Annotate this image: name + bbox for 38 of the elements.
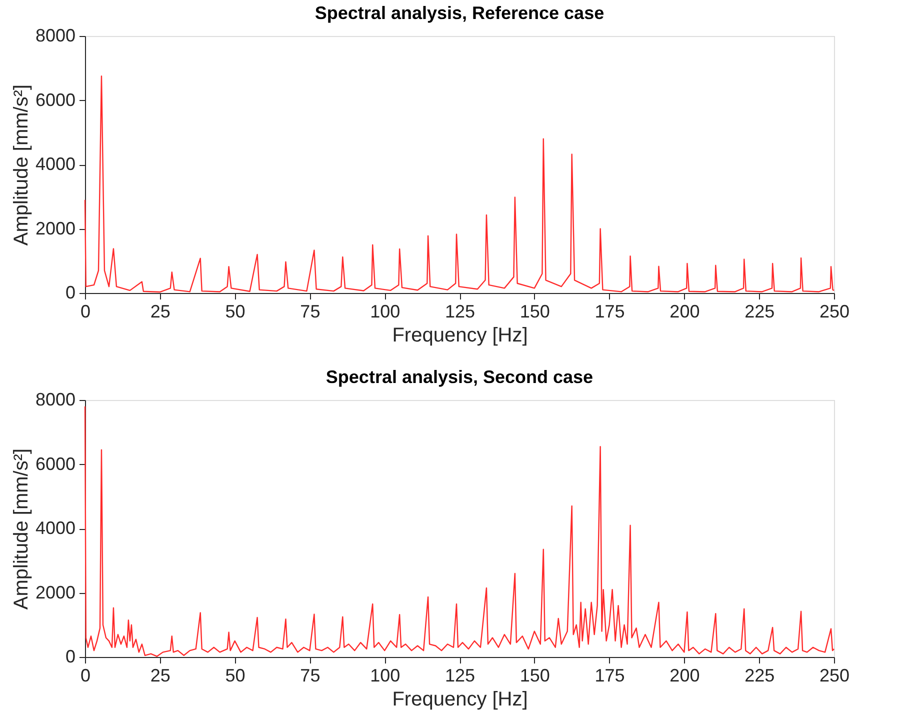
y-axis-title: Amplitude [mm/s²] [10, 84, 32, 246]
chart-title: Spectral analysis, Second case [326, 367, 594, 387]
x-tick-label: 25 [150, 666, 170, 686]
x-tick-label: 125 [444, 666, 476, 686]
y-tick-label: 4000 [35, 154, 76, 174]
x-tick-label: 0 [80, 302, 91, 322]
x-tick-label: 250 [819, 302, 850, 322]
y-tick-label: 2000 [35, 218, 76, 238]
y-tick-label: 0 [65, 646, 76, 666]
x-tick-label: 25 [150, 302, 170, 322]
x-tick-label: 150 [520, 666, 550, 686]
x-tick-label: 125 [444, 302, 476, 322]
chart-title: Spectral analysis, Reference case [314, 3, 604, 23]
x-tick-label: 50 [225, 302, 246, 322]
x-axis-title: Frequency [Hz] [392, 324, 528, 346]
y-tick-label: 8000 [35, 26, 76, 46]
y-tick-label: 8000 [35, 390, 76, 410]
x-tick-label: 75 [300, 302, 320, 322]
x-axis-title: Frequency [Hz] [392, 688, 528, 710]
x-tick-label: 150 [520, 302, 550, 322]
x-tick-label: 225 [744, 302, 775, 322]
y-tick-label: 6000 [35, 90, 76, 110]
x-tick-label: 100 [370, 666, 400, 686]
y-tick-label: 2000 [35, 582, 76, 602]
y-axis-title: Amplitude [mm/s²] [10, 448, 32, 610]
x-tick-label: 175 [594, 302, 625, 322]
x-tick-label: 50 [225, 666, 246, 686]
y-tick-label: 0 [65, 282, 76, 302]
y-tick-label: 6000 [35, 454, 76, 474]
x-tick-label: 100 [370, 302, 400, 322]
x-tick-label: 75 [300, 666, 320, 686]
x-tick-label: 175 [594, 666, 625, 686]
y-tick-label: 4000 [35, 518, 76, 538]
x-tick-label: 0 [80, 666, 91, 686]
x-tick-label: 200 [670, 302, 700, 322]
x-tick-label: 200 [670, 666, 700, 686]
x-tick-label: 225 [744, 666, 775, 686]
x-tick-label: 250 [819, 666, 850, 686]
